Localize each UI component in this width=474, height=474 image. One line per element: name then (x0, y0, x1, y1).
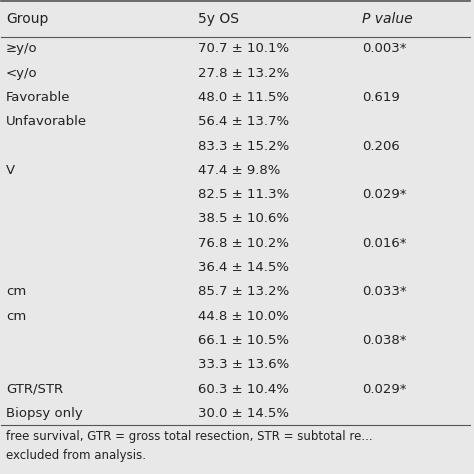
Text: 48.0 ± 11.5%: 48.0 ± 11.5% (198, 91, 289, 104)
Text: 30.0 ± 14.5%: 30.0 ± 14.5% (198, 407, 289, 420)
Text: GTR/STR: GTR/STR (6, 383, 63, 395)
Text: 36.4 ± 14.5%: 36.4 ± 14.5% (198, 261, 289, 274)
Text: Biopsy only: Biopsy only (6, 407, 83, 420)
Text: 60.3 ± 10.4%: 60.3 ± 10.4% (198, 383, 289, 395)
Text: <y/o: <y/o (6, 67, 38, 80)
Text: ≥y/o: ≥y/o (6, 42, 38, 55)
Text: 82.5 ± 11.3%: 82.5 ± 11.3% (198, 188, 289, 201)
Text: 0.029*: 0.029* (362, 383, 407, 395)
Text: 56.4 ± 13.7%: 56.4 ± 13.7% (198, 115, 289, 128)
Text: 0.206: 0.206 (362, 139, 400, 153)
Text: 76.8 ± 10.2%: 76.8 ± 10.2% (198, 237, 289, 250)
Text: 0.029*: 0.029* (362, 188, 407, 201)
Text: 33.3 ± 13.6%: 33.3 ± 13.6% (198, 358, 289, 371)
Text: 0.033*: 0.033* (362, 285, 407, 298)
Text: cm: cm (6, 285, 27, 298)
Text: P value: P value (362, 12, 412, 26)
Text: 0.038*: 0.038* (362, 334, 407, 347)
Text: 66.1 ± 10.5%: 66.1 ± 10.5% (198, 334, 289, 347)
Text: free survival, GTR = gross total resection, STR = subtotal re...: free survival, GTR = gross total resecti… (6, 430, 373, 443)
Text: 47.4 ± 9.8%: 47.4 ± 9.8% (198, 164, 281, 177)
Text: Unfavorable: Unfavorable (6, 115, 87, 128)
Text: Group: Group (6, 12, 48, 26)
Text: 44.8 ± 10.0%: 44.8 ± 10.0% (198, 310, 289, 323)
Text: 27.8 ± 13.2%: 27.8 ± 13.2% (198, 67, 289, 80)
Text: V: V (6, 164, 15, 177)
Text: 0.003*: 0.003* (362, 42, 407, 55)
Text: cm: cm (6, 310, 27, 323)
Text: 0.016*: 0.016* (362, 237, 407, 250)
Text: 5y OS: 5y OS (198, 12, 239, 26)
Text: 83.3 ± 15.2%: 83.3 ± 15.2% (198, 139, 289, 153)
Text: excluded from analysis.: excluded from analysis. (6, 449, 146, 462)
Text: 38.5 ± 10.6%: 38.5 ± 10.6% (198, 212, 289, 226)
Text: 0.619: 0.619 (362, 91, 400, 104)
Text: 70.7 ± 10.1%: 70.7 ± 10.1% (198, 42, 289, 55)
Text: Favorable: Favorable (6, 91, 71, 104)
Text: 85.7 ± 13.2%: 85.7 ± 13.2% (198, 285, 289, 298)
